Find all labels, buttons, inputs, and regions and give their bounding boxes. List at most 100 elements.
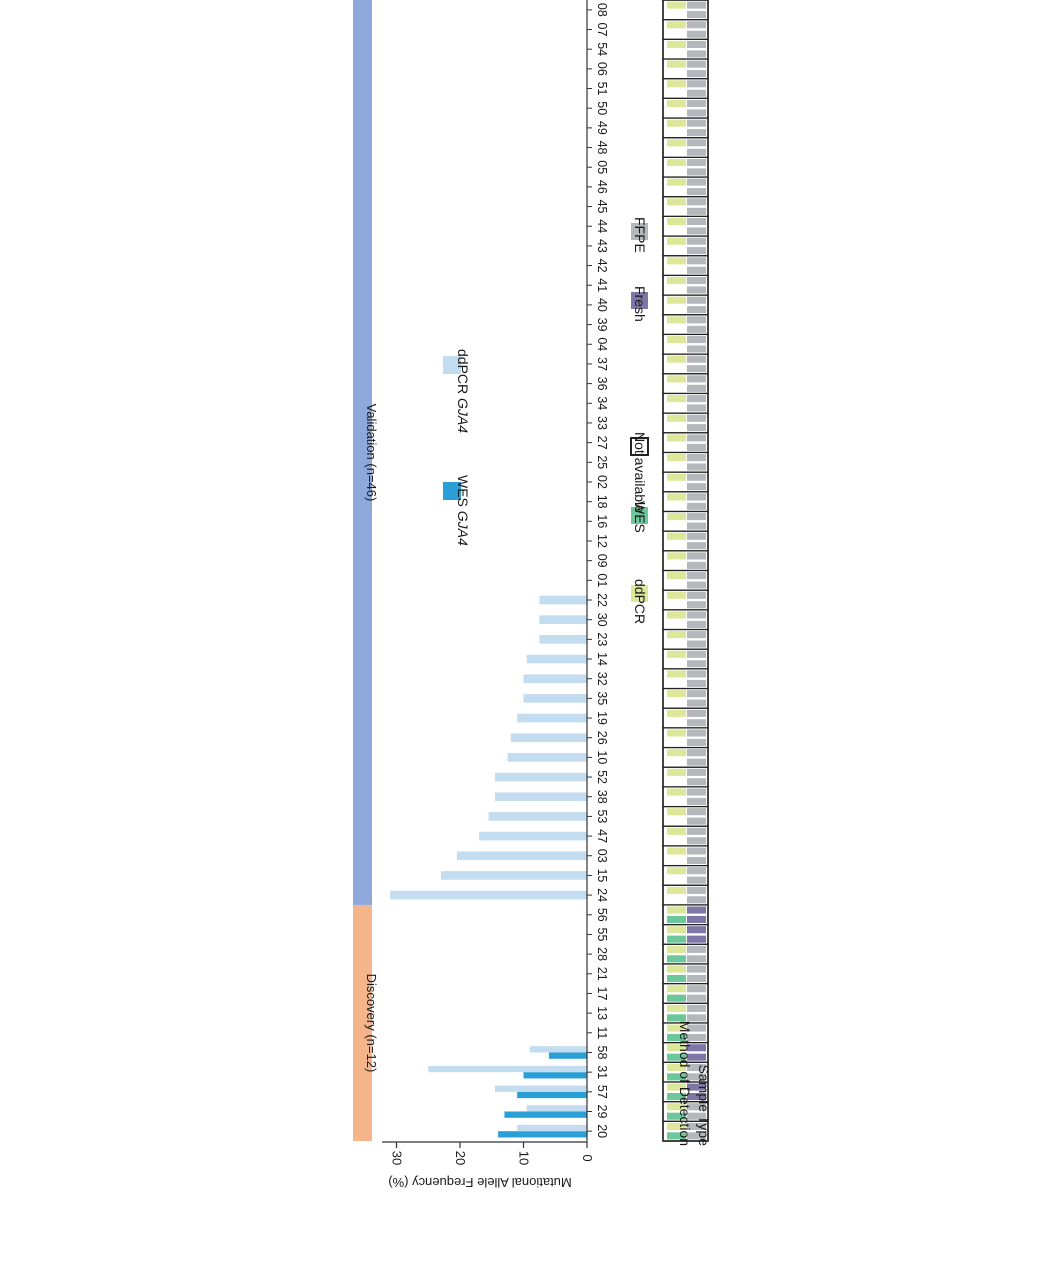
sample-type-cell — [687, 679, 706, 687]
method-ddpcr-cell — [667, 276, 686, 285]
method-ddpcr-cell — [667, 788, 686, 796]
method-ddpcr-cell — [667, 749, 686, 757]
legend-wes-label: WES GJA4 — [455, 475, 471, 546]
bar — [510, 733, 587, 743]
method-ddpcr-cell — [667, 139, 686, 147]
sample-type-cell — [687, 306, 706, 314]
sample-type-cell — [687, 620, 706, 628]
sample-label: 32 — [595, 672, 609, 686]
sample-type-cell — [687, 974, 706, 983]
sample-type-cell — [687, 847, 706, 855]
sample-type-cell — [687, 699, 706, 707]
sample-type-cell — [687, 1044, 706, 1052]
sample-type-cell — [687, 60, 706, 68]
sample-label: 39 — [595, 318, 609, 332]
sample-labels: 20 29 57 31 58 11 13 17 21 28 55 56 24 15 03 47 53 38 52 10… — [586, 0, 609, 1142]
sample-label: 29 — [595, 1105, 609, 1119]
bar — [529, 1046, 587, 1053]
sample-type-cell — [687, 198, 706, 206]
sample-type-cell — [687, 591, 706, 599]
method-ddpcr-cell — [667, 513, 686, 521]
value-tick-label: 0 — [580, 1154, 595, 1161]
sample-type-cell — [687, 237, 706, 245]
sample-type-cell — [687, 985, 706, 993]
method-ddpcr-cell — [667, 99, 686, 108]
sample-type-cell — [687, 867, 706, 875]
method-wes-cell — [667, 915, 686, 924]
sample-label: 48 — [595, 141, 609, 155]
method-ddpcr-cell — [667, 198, 686, 206]
sample-label: 06 — [595, 62, 609, 76]
bar — [526, 1105, 587, 1112]
track-cell-border — [662, 0, 709, 21]
method-ddpcr-cell — [667, 650, 686, 658]
method-wes-cell — [667, 1073, 686, 1081]
method-ddpcr-cell — [667, 434, 686, 442]
sample-type-cell — [687, 227, 706, 235]
method-ddpcr-cell — [667, 1103, 686, 1111]
method-ddpcr-cell — [667, 355, 686, 363]
sample-label: 09 — [595, 554, 609, 568]
sample-label: 37 — [595, 357, 609, 371]
sample-label: 12 — [595, 534, 609, 548]
sample-label: 41 — [595, 278, 609, 292]
sample-type-cell — [687, 286, 706, 294]
sample-type-cell — [687, 631, 706, 639]
sample-label: 58 — [595, 1046, 609, 1060]
sample-type-cell — [687, 404, 706, 412]
sample-type-cell — [687, 139, 706, 147]
method-ddpcr-cell — [667, 1044, 686, 1052]
legend-not-available-label: Not available — [632, 432, 648, 513]
method-wes-cell — [667, 1132, 686, 1140]
sample-type-cell — [687, 257, 706, 265]
sample-type-cell — [687, 158, 706, 167]
sample-type-cell — [687, 915, 706, 924]
bar — [428, 1065, 587, 1073]
sample-type-cell — [687, 719, 706, 727]
sample-label: 13 — [595, 1006, 609, 1020]
sample-type-cell — [687, 365, 706, 373]
bar — [494, 792, 587, 802]
sample-label: 33 — [595, 416, 609, 430]
sample-label: 56 — [595, 908, 609, 922]
sample-type-cell — [687, 40, 706, 49]
value-tick-label: 30 — [390, 1151, 405, 1165]
sample-type-cell — [687, 827, 706, 835]
sample-type-cell — [687, 30, 706, 38]
bar — [494, 772, 587, 782]
sample-type-cell — [687, 758, 706, 766]
sample-label: 04 — [595, 337, 609, 351]
sample-type-cell — [687, 1033, 706, 1042]
method-ddpcr-cell — [667, 1063, 686, 1071]
method-wes-cell — [667, 935, 686, 943]
annotation-tracks: Method of Detection Sample Type — [662, 0, 712, 1146]
sample-type-cell — [687, 1073, 706, 1081]
sample-label: 52 — [595, 770, 609, 784]
sample-type-cell — [687, 778, 706, 786]
sample-label: 23 — [595, 632, 609, 646]
sample-type-cell — [687, 945, 706, 953]
method-ddpcr-cell — [667, 906, 686, 914]
sample-type-cell — [687, 513, 706, 521]
sample-type-cell — [687, 99, 706, 108]
legend-fresh-label: Fresh — [632, 286, 648, 322]
sample-type-cell — [687, 640, 706, 648]
sample-type-cell — [687, 1063, 706, 1071]
bar — [517, 1091, 587, 1099]
method-ddpcr-cell — [667, 336, 686, 344]
sample-label: 50 — [595, 101, 609, 115]
sample-label: 38 — [595, 790, 609, 804]
method-ddpcr-cell — [667, 454, 686, 462]
sample-type-cell — [687, 1083, 706, 1091]
method-wes-cell — [667, 974, 686, 983]
sample-type-cell — [687, 690, 706, 698]
cohort-label: Discovery (n=12) — [364, 974, 379, 1073]
sample-type-cell — [687, 109, 706, 117]
sample-type-cell — [687, 611, 706, 619]
bar — [498, 1131, 587, 1138]
sample-type-cell — [687, 876, 706, 884]
method-wes-cell — [667, 1053, 686, 1061]
sample-type-cell — [687, 247, 706, 255]
sample-type-cell — [687, 709, 706, 717]
